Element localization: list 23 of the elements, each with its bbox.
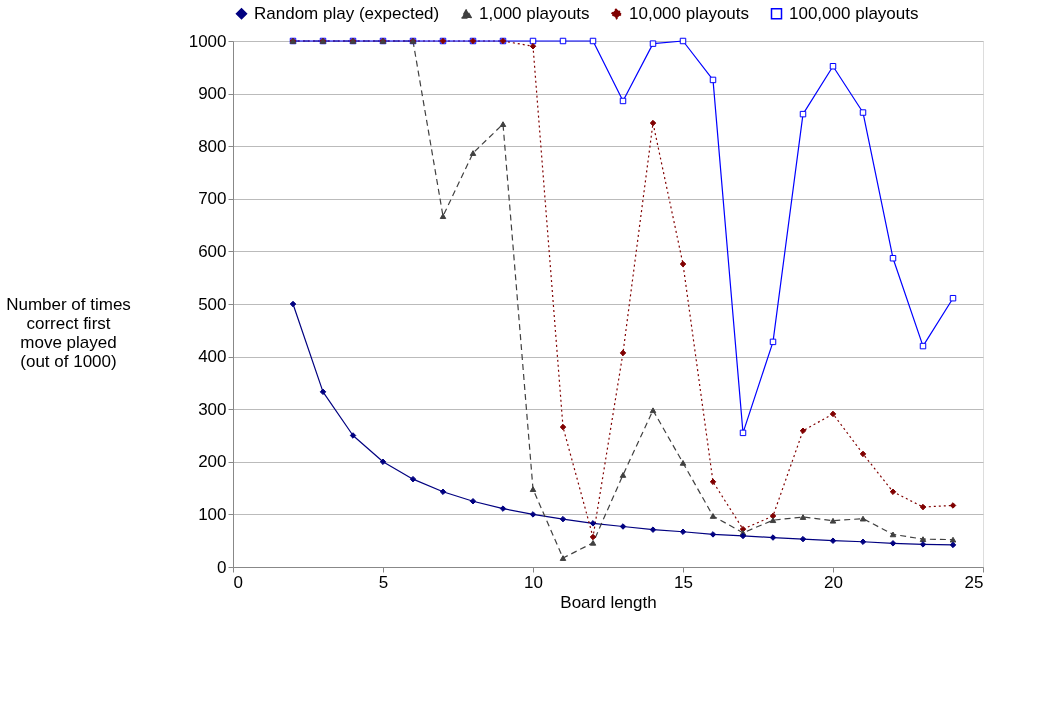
y-tick-label: 100 [198,504,227,524]
x-tick-label: 5 [378,572,389,592]
legend-label: 1,000 playouts [479,3,590,23]
legend-label: 10,000 playouts [629,3,750,23]
y-tick-label: 600 [198,241,227,261]
x-tick-label: 20 [824,572,843,592]
x-axis-title: Board length [560,592,657,612]
legend-label: Random play (expected) [254,3,440,23]
x-tick-label: 25 [964,572,984,592]
x-tick-label: 10 [524,572,543,592]
y-tick-label: 500 [198,294,227,314]
x-tick-label: 0 [233,572,243,592]
y-axis-title: Number of times correct first move played (out of 1000) [6,294,131,371]
y-tick-label: 700 [198,189,227,209]
y-tick-label: 400 [198,347,227,367]
y-tick-label: 300 [198,399,227,419]
y-tick-label: 0 [217,557,227,577]
x-tick-label: 15 [674,572,693,592]
legend-label: 100,000 playouts [789,3,919,23]
y-tick-label: 900 [198,84,227,104]
y-tick-label: 200 [198,452,227,472]
y-tick-label: 1000 [188,31,227,51]
y-tick-label: 800 [198,136,227,156]
